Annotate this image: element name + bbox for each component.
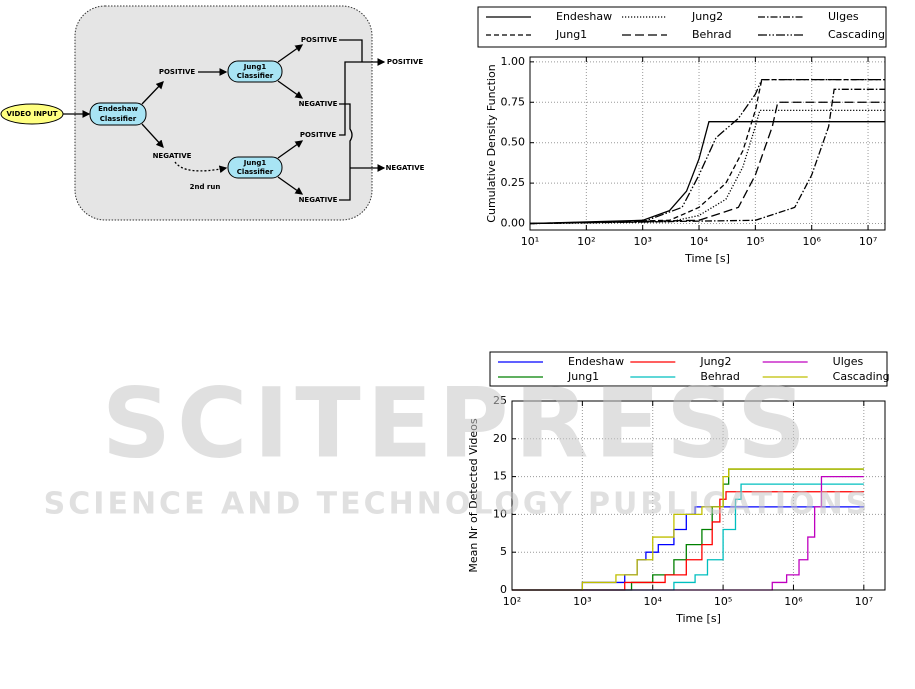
x-tick-label: 10⁵ bbox=[746, 235, 764, 248]
plot-frame bbox=[529, 56, 886, 231]
plot-area bbox=[530, 57, 885, 230]
edge-label: POSITIVE bbox=[300, 131, 337, 139]
y-tick-label: 0.75 bbox=[501, 95, 526, 108]
legend-label: Endeshaw bbox=[568, 355, 624, 368]
legend-label: Behrad bbox=[700, 370, 740, 383]
x-axis-title: Time [s] bbox=[675, 612, 721, 625]
series-line bbox=[529, 78, 885, 225]
edge-label: NEGATIVE bbox=[299, 196, 338, 204]
edge-label: NEGATIVE bbox=[153, 152, 192, 160]
legend-label: Endeshaw bbox=[556, 10, 612, 23]
y-tick-label: 0.00 bbox=[501, 217, 526, 230]
arrow bbox=[141, 81, 164, 105]
x-tick-label: 10⁴ bbox=[690, 235, 709, 248]
legend-label: Jung1 bbox=[555, 28, 587, 41]
y-tick-label: 0.50 bbox=[501, 136, 526, 149]
legend-label: Jung1 bbox=[567, 370, 599, 383]
series-line bbox=[529, 88, 885, 225]
arrow bbox=[174, 161, 228, 174]
legend-label: Jung2 bbox=[699, 355, 731, 368]
plot-frame bbox=[511, 400, 886, 591]
x-tick-label: 10¹ bbox=[521, 235, 539, 248]
edge-label: NEGATIVE bbox=[299, 100, 338, 108]
legend-label: Cascading bbox=[828, 28, 885, 41]
series-line bbox=[529, 101, 885, 225]
y-tick-label: 10 bbox=[493, 507, 507, 520]
series-line bbox=[512, 483, 864, 591]
legend-label: Behrad bbox=[692, 28, 732, 41]
wire bbox=[339, 103, 353, 168]
wire bbox=[339, 168, 351, 201]
node-label: Classifier bbox=[237, 168, 274, 176]
legend-label: Ulges bbox=[833, 355, 864, 368]
node-label: Classifier bbox=[100, 115, 137, 123]
charts: 0.00 0.25 0.50 0.75 1.00 10¹ 10² 10³ 10⁴ 10⁵ 10⁶ 10… bbox=[467, 6, 890, 625]
node-label: Jung1 bbox=[243, 159, 267, 167]
arrow bbox=[277, 44, 304, 63]
legend-label: Jung2 bbox=[691, 10, 723, 23]
x-tick-label: 10⁶ bbox=[802, 235, 821, 248]
y-tick-label: 0.25 bbox=[501, 176, 526, 189]
edge-label: 2nd run bbox=[190, 183, 221, 191]
watermark-subtitle: SCIENCE AND TECHNOLOGY PUBLICATIONS bbox=[44, 487, 871, 522]
plot-area bbox=[512, 401, 885, 590]
series-line bbox=[512, 468, 864, 591]
diagram: VIDEO INPUT Endeshaw Classifier Jung1 Cl… bbox=[0, 5, 425, 221]
y-tick-label: 1.00 bbox=[501, 55, 526, 68]
wire bbox=[339, 39, 363, 62]
arrow bbox=[277, 140, 304, 159]
node-label: Endeshaw bbox=[98, 105, 138, 113]
series-line bbox=[512, 475, 864, 591]
output-label: NEGATIVE bbox=[386, 164, 425, 172]
x-tick-label: 10² bbox=[577, 235, 595, 248]
watermark-title: SCITEPRESS bbox=[102, 367, 812, 479]
x-tick-label: 10² bbox=[503, 595, 521, 608]
x-axis-title: Time [s] bbox=[684, 252, 730, 265]
x-tick-label: 10³ bbox=[573, 595, 591, 608]
legend-box bbox=[477, 6, 887, 48]
series-line bbox=[529, 78, 885, 225]
wire bbox=[339, 61, 362, 136]
output-label: POSITIVE bbox=[387, 58, 424, 66]
x-tick-label: 10⁶ bbox=[784, 595, 803, 608]
y-tick-label: 25 bbox=[493, 394, 507, 407]
x-tick-label: 10³ bbox=[633, 235, 651, 248]
y-axis-title: Mean Nr of Detected Videos bbox=[467, 418, 480, 573]
x-tick-label: 10⁷ bbox=[859, 235, 877, 248]
legend-label: Cascading bbox=[833, 370, 890, 383]
classifier-node bbox=[89, 102, 147, 126]
node-label: Classifier bbox=[237, 72, 274, 80]
legend-box bbox=[489, 351, 888, 387]
node-label: VIDEO INPUT bbox=[6, 110, 57, 118]
edge-label: POSITIVE bbox=[301, 36, 338, 44]
edge-label: POSITIVE bbox=[159, 68, 196, 76]
y-tick-label: 20 bbox=[493, 432, 507, 445]
arrow bbox=[141, 123, 164, 148]
classifier-node bbox=[227, 60, 283, 83]
diagram-box bbox=[74, 5, 373, 221]
y-axis-title: Cumulative Density Function bbox=[485, 64, 498, 222]
y-tick-label: 5 bbox=[500, 545, 507, 558]
x-tick-label: 10⁴ bbox=[644, 595, 663, 608]
x-tick-label: 10⁵ bbox=[714, 595, 732, 608]
classifier-node bbox=[227, 156, 283, 179]
y-tick-label: 15 bbox=[493, 470, 507, 483]
x-tick-label: 10⁷ bbox=[855, 595, 873, 608]
node-label: Jung1 bbox=[243, 63, 267, 71]
y-tick-label: 0 bbox=[500, 583, 507, 596]
legend-label: Ulges bbox=[828, 10, 859, 23]
arrow bbox=[277, 176, 304, 195]
arrow bbox=[277, 80, 304, 99]
